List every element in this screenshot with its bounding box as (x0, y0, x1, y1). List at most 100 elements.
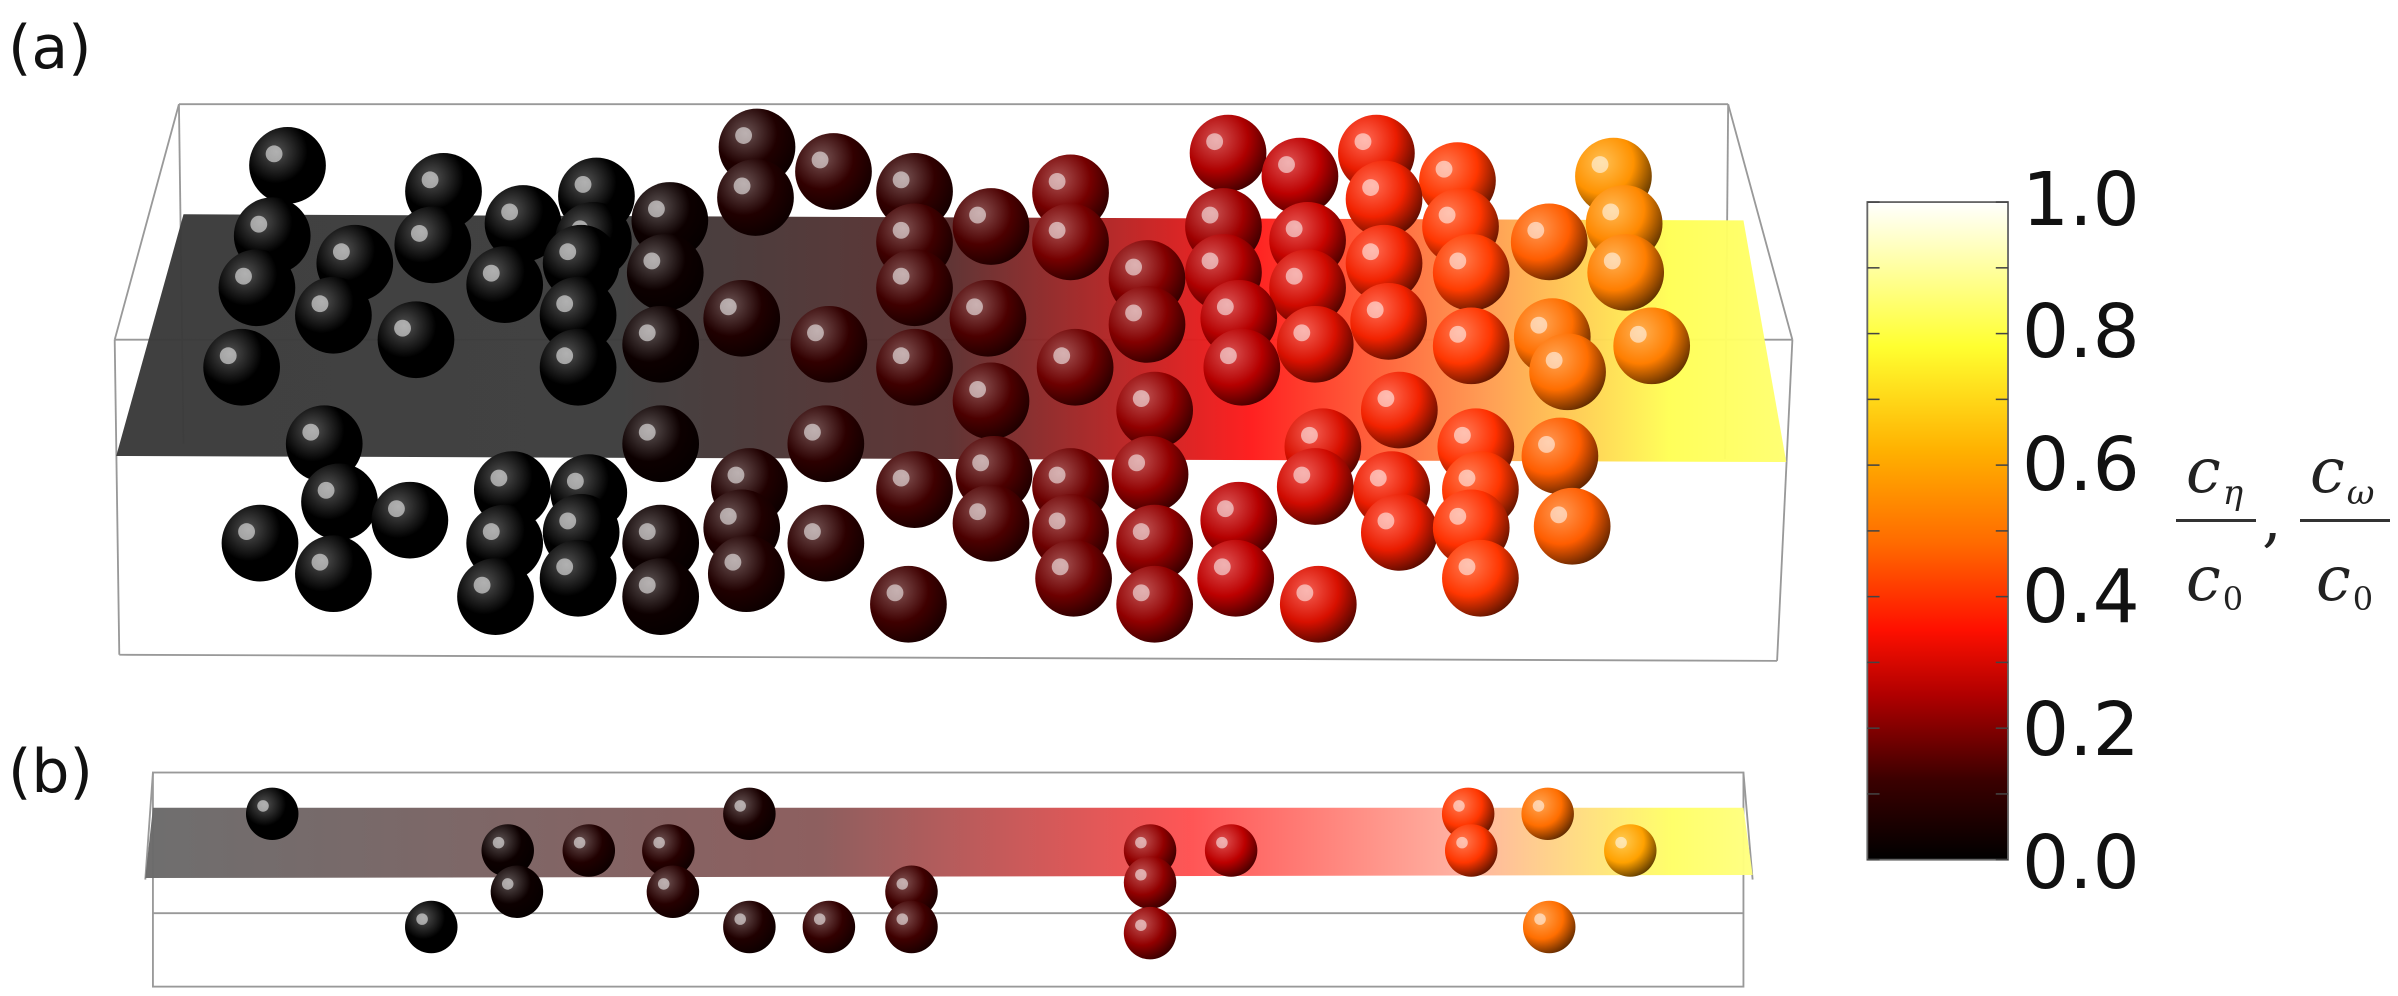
particle-highlight (719, 298, 737, 316)
particle-highlight (501, 878, 514, 890)
particle-highlight (892, 221, 910, 239)
particle-highlight (733, 177, 751, 195)
particle-sphere (622, 405, 700, 483)
particle-sphere (1189, 114, 1267, 192)
fraction-2-denominator: c0 (2316, 542, 2374, 618)
particle-sphere (885, 900, 938, 954)
particle-highlight (1458, 469, 1476, 487)
particle-highlight (311, 295, 329, 313)
colorbar-ticks (1867, 201, 2009, 861)
particle-highlight (638, 324, 656, 342)
particle-highlight (250, 215, 268, 233)
particle-highlight (1048, 221, 1066, 239)
fraction-2-bar (2300, 519, 2390, 522)
particle-highlight (219, 347, 237, 365)
particle-sphere (295, 535, 372, 613)
particle-highlight (332, 243, 350, 261)
particle-sphere (221, 504, 299, 582)
particle-highlight (1301, 426, 1318, 444)
particle-sphere (723, 900, 776, 954)
particle-highlight (638, 423, 656, 441)
particle-highlight (1449, 325, 1467, 343)
particle-highlight (1550, 506, 1568, 524)
particle-sphere (622, 305, 700, 383)
particle-highlight (1135, 836, 1147, 849)
panel-b-box (144, 771, 1754, 988)
particle-sphere (1032, 203, 1109, 281)
particle-highlight (556, 558, 574, 576)
particle-highlight (1453, 426, 1471, 444)
particle-sphere (1276, 305, 1354, 383)
particle-sphere (1276, 448, 1354, 525)
particle-highlight (1591, 156, 1609, 174)
particle-highlight (969, 380, 987, 398)
particle-highlight (238, 523, 256, 541)
particle-sphere (952, 188, 1030, 265)
particle-highlight (1458, 558, 1476, 576)
colorbar-tick-label: 0.4 (2022, 554, 2140, 640)
particle-highlight (1435, 160, 1453, 178)
particle-highlight (1293, 324, 1311, 342)
particle-highlight (1296, 584, 1314, 602)
particle-highlight (1629, 325, 1647, 343)
particle-highlight (1201, 252, 1219, 270)
particle-highlight (1053, 347, 1071, 365)
particle-highlight (1285, 220, 1303, 238)
particle-sphere (1111, 435, 1189, 513)
particle-highlight (482, 264, 500, 282)
particle-highlight (638, 523, 656, 541)
panel-label-b: (b) (8, 737, 93, 807)
particle-sphere (249, 127, 326, 204)
particle-sphere (717, 159, 794, 236)
particle-highlight (1377, 390, 1395, 407)
particle-highlight (727, 466, 745, 484)
particle-highlight (265, 145, 283, 163)
particle-sphere (1116, 504, 1194, 582)
particle-sphere (1510, 203, 1588, 281)
particle-sphere (466, 246, 544, 324)
panel-label-a: (a) (8, 13, 92, 83)
particle-sphere (703, 279, 781, 357)
particle-highlight (811, 151, 829, 169)
panel-b-spheres (245, 787, 1657, 960)
particle-highlight (1048, 172, 1066, 190)
particle-sphere (1279, 565, 1357, 643)
particle-highlight (387, 500, 405, 518)
particle-sphere (1116, 371, 1194, 449)
particle-highlight (302, 423, 320, 441)
particle-sphere (562, 824, 616, 877)
particle-sphere (1197, 539, 1275, 617)
particle-sphere (394, 206, 472, 284)
particle-highlight (803, 423, 821, 441)
particle-highlight (1219, 347, 1237, 365)
particle-highlight (1602, 203, 1620, 221)
particle-sphere (1116, 565, 1194, 643)
particle-sphere (405, 900, 458, 954)
fraction-2-numerator: cω (2310, 434, 2375, 513)
particle-sphere (245, 787, 299, 841)
particle-sphere (1521, 417, 1599, 495)
particle-highlight (1362, 179, 1380, 196)
particle-highlight (1615, 836, 1627, 849)
particle-highlight (1438, 206, 1456, 224)
particle-highlight (1216, 500, 1234, 518)
particle-highlight (969, 503, 987, 521)
particle-sphere (539, 539, 617, 617)
particle-sphere (646, 865, 700, 919)
particle-highlight (972, 454, 990, 472)
particle-sphere (285, 405, 363, 483)
particle-highlight (734, 913, 746, 925)
particle-sphere (1444, 824, 1498, 877)
particle-highlight (1206, 133, 1224, 151)
particle-sphere (1123, 906, 1177, 960)
particle-sphere (218, 249, 296, 327)
particle-highlight (556, 347, 574, 365)
particle-highlight (1285, 267, 1303, 285)
particle-sphere (371, 481, 449, 559)
particle-sphere (1604, 824, 1657, 877)
particle-sphere (1521, 787, 1574, 841)
particle-sphere (1036, 328, 1114, 406)
particle-highlight (813, 913, 826, 925)
particle-sphere (802, 900, 856, 954)
particle-sphere (1442, 539, 1519, 617)
